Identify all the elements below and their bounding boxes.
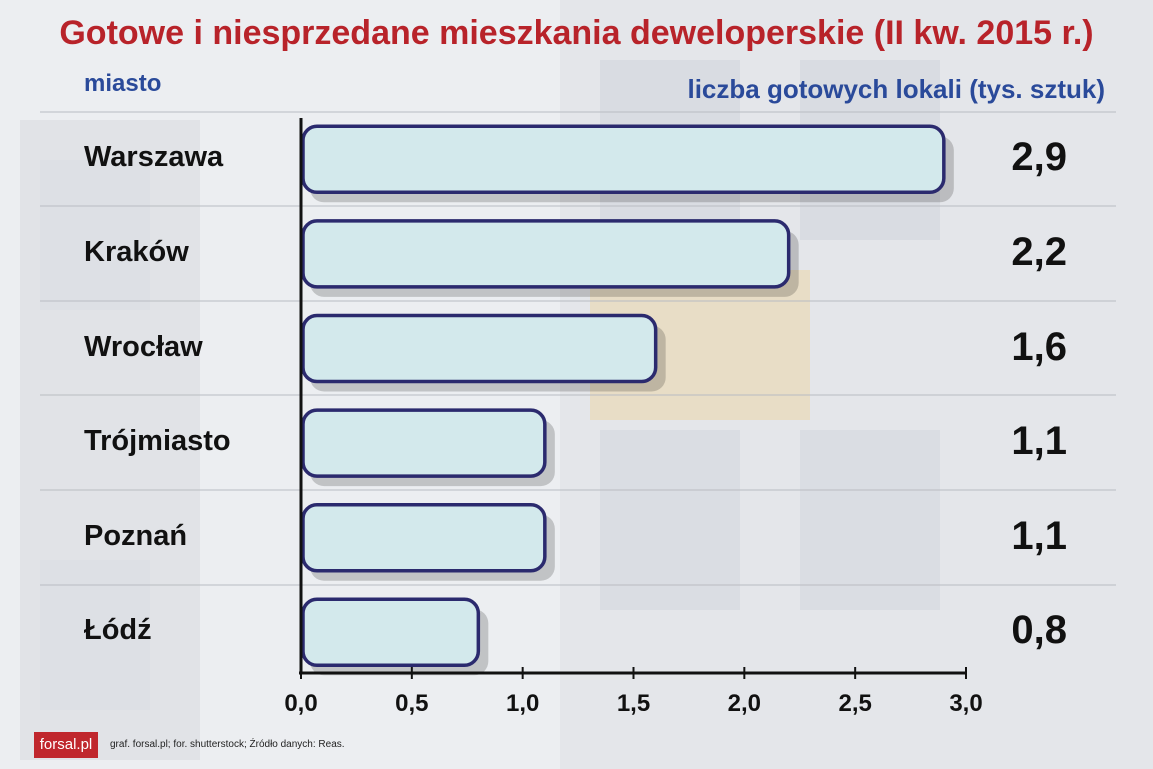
category-label: Kraków [84,235,189,268]
value-header: liczba gotowych lokali (tys. sztuk) [687,74,1105,104]
value-label: 2,2 [1011,229,1067,274]
value-label: 1,1 [1011,419,1067,464]
bar-3 [301,408,547,478]
bar-2 [301,313,658,384]
x-tick-label: 2,5 [838,690,872,717]
x-tick-label: 3,0 [949,690,983,717]
bar-5 [301,597,481,668]
x-tick-label: 0,5 [395,690,429,717]
category-label: Łódź [84,614,152,647]
bar-4 [301,502,547,573]
x-tick-label: 0,0 [284,690,318,717]
chart-title: Gotowe i niesprzedane mieszkania dewelop… [59,14,1094,52]
x-tick-label: 2,0 [727,690,762,717]
category-label: Warszawa [84,141,224,174]
bar-0 [301,124,946,195]
bar-1 [301,219,791,289]
category-label: Wrocław [84,330,203,363]
x-tick-label: 1,0 [505,690,540,717]
category-header: miasto [84,70,162,97]
category-label: Poznań [84,519,188,552]
footer-credits: graf. forsal.pl; for. shutterstock; Źród… [110,739,345,750]
forsal-logo: forsal.pl [34,732,98,758]
value-label: 2,9 [1011,135,1067,180]
category-label: Trójmiasto [84,425,231,458]
value-label: 1,6 [1011,324,1067,369]
value-label: 0,8 [1011,608,1067,653]
x-tick-label: 1,5 [616,690,651,717]
value-label: 1,1 [1011,513,1067,558]
